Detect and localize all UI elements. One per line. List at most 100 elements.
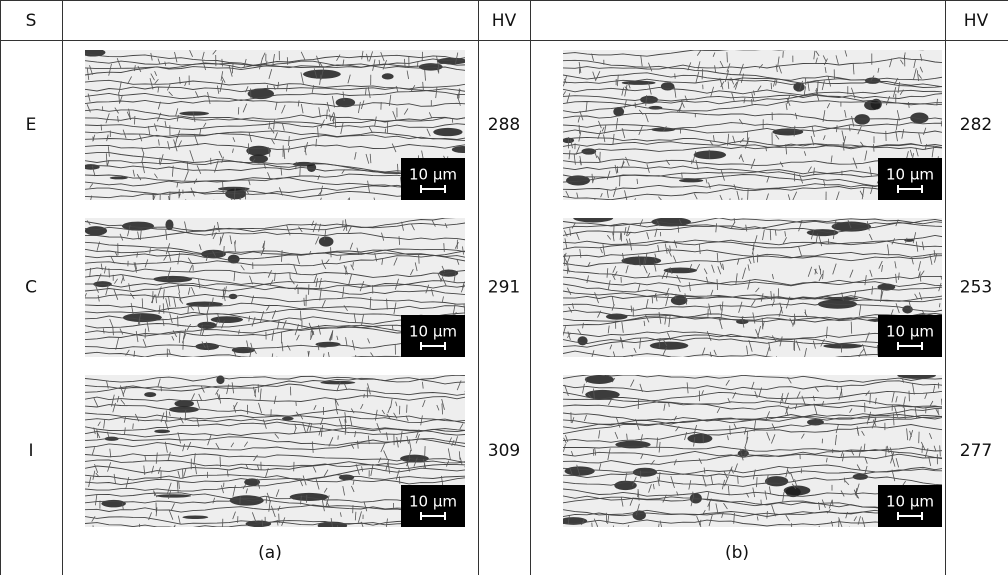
scale-bar: 10 µm: [401, 485, 465, 527]
hv-value: 277: [960, 441, 992, 461]
scale-bar: 10 µm: [401, 158, 465, 200]
grain-boundary: [729, 198, 730, 209]
grain-boundary: [839, 519, 840, 531]
scale-label: 10 µm: [409, 323, 457, 341]
grain-boundary: [345, 425, 346, 434]
dark-phase: [452, 146, 474, 153]
grain-boundary: [614, 224, 615, 235]
dark-phase: [585, 375, 614, 384]
grain-boundary: [318, 344, 319, 350]
dark-phase: [577, 336, 587, 345]
dark-phase: [211, 316, 243, 323]
figure-table: S HV HV (a) (b) E 10 µm 288 10 µm 282 C 10 µm 2…: [0, 0, 1008, 575]
scale-label: 10 µm: [886, 166, 934, 184]
grain-boundary: [938, 409, 939, 414]
grain-boundary: [220, 457, 221, 467]
dark-phase: [671, 296, 688, 306]
dark-phase: [897, 372, 936, 379]
hv-value: 253: [960, 278, 992, 298]
grain-boundary: [465, 195, 468, 207]
grain-boundary: [258, 384, 259, 392]
dark-phase: [154, 430, 170, 434]
row-label: E: [26, 115, 37, 135]
hv-value: 282: [960, 115, 992, 135]
grain-boundary: [300, 166, 301, 176]
scale-bar: 10 µm: [878, 485, 942, 527]
grain-boundary: [279, 514, 280, 524]
grain-boundary: [93, 525, 94, 536]
dark-phase: [85, 226, 107, 235]
scale-bar: 10 µm: [878, 315, 942, 357]
hv-value: 288: [488, 115, 520, 135]
grain-boundary: [745, 452, 746, 457]
grain-boundary: [214, 200, 215, 210]
grain-boundary: [296, 162, 297, 169]
grain-boundary: [600, 152, 601, 163]
grain-boundary: [465, 391, 466, 395]
dark-phase: [823, 343, 862, 348]
grain-boundary: [849, 527, 853, 532]
dark-phase: [156, 494, 191, 497]
dark-phase: [772, 128, 803, 135]
grain-boundary: [851, 322, 852, 334]
dark-phase: [319, 237, 334, 247]
dark-phase: [179, 111, 209, 115]
header-hv: HV: [964, 11, 989, 31]
row-label: C: [25, 278, 37, 298]
dark-phase: [144, 392, 156, 397]
grain-boundary: [188, 307, 189, 313]
grain-boundary: [593, 449, 594, 456]
header-s: S: [26, 11, 37, 31]
grain-boundary: [417, 62, 418, 67]
hv-value: 291: [488, 278, 520, 298]
dark-phase: [182, 515, 208, 519]
header-hv: HV: [492, 11, 517, 31]
grain-boundary: [277, 357, 278, 363]
grain-boundary: [767, 511, 768, 519]
grain-boundary: [398, 164, 399, 172]
grain-boundary: [874, 144, 875, 151]
grain-boundary: [364, 394, 365, 398]
grain-boundary: [238, 107, 239, 114]
scale-label: 10 µm: [886, 493, 934, 511]
grain-boundary: [675, 74, 676, 79]
dark-phase: [123, 313, 162, 322]
dark-phase: [765, 476, 788, 486]
dark-phase: [382, 73, 394, 79]
scale-label: 10 µm: [886, 323, 934, 341]
dark-phase: [433, 128, 462, 136]
grain-boundary: [883, 527, 886, 533]
grain-boundary: [465, 466, 467, 470]
grain-boundary: [942, 399, 943, 405]
dark-phase: [650, 342, 688, 350]
scale-label: 10 µm: [409, 166, 457, 184]
grain-boundary: [612, 526, 614, 537]
dark-phase: [573, 214, 613, 223]
caption: (b): [725, 543, 749, 563]
scale-label: 10 µm: [409, 493, 457, 511]
dark-phase: [679, 179, 703, 183]
dark-phase: [80, 48, 105, 56]
hv-value: 309: [488, 441, 520, 461]
grain-boundary: [331, 247, 332, 257]
grain-boundary: [783, 51, 784, 58]
grain-boundary: [290, 273, 291, 279]
grain-boundary: [142, 298, 143, 308]
caption: (a): [258, 543, 282, 563]
scale-bar: 10 µm: [401, 315, 465, 357]
scale-bar: 10 µm: [878, 158, 942, 200]
grain-boundary: [638, 399, 639, 410]
grain-boundary: [771, 83, 772, 89]
grain-boundary: [595, 199, 596, 209]
dark-phase: [165, 219, 173, 230]
row-label: I: [28, 441, 33, 461]
grain-boundary: [727, 52, 728, 62]
dark-phase: [249, 155, 268, 164]
dark-phase: [622, 81, 656, 85]
grain-boundary: [109, 268, 110, 277]
grain-boundary: [748, 189, 749, 200]
grain-boundary: [444, 243, 445, 252]
grain-boundary: [632, 355, 633, 363]
grain-boundary: [761, 500, 762, 506]
grain-boundary: [709, 502, 710, 510]
